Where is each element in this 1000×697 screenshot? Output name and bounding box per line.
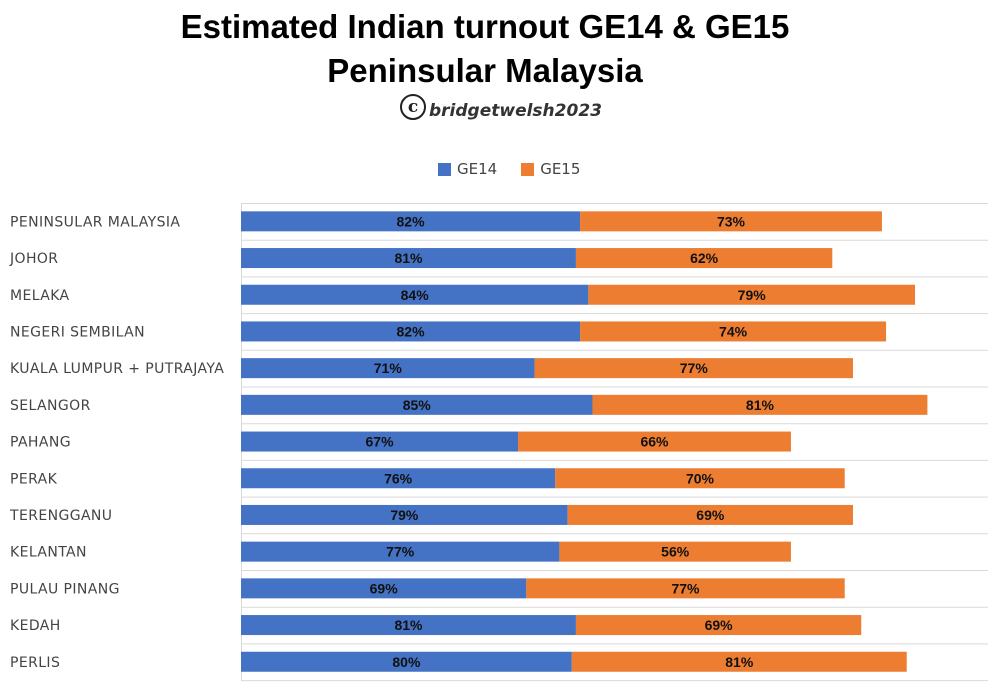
bar-ge14 — [241, 615, 576, 636]
data-label-ge15: 69% — [705, 617, 734, 633]
legend: GE14 GE15 — [438, 160, 604, 178]
bar-ge14 — [241, 284, 589, 305]
category-label: NEGERI SEMBILAN — [10, 324, 145, 340]
data-label-ge14: 71% — [374, 360, 403, 376]
data-label-ge15: 62% — [690, 250, 719, 266]
data-label-ge15: 69% — [696, 507, 725, 523]
bar-ge15 — [518, 431, 791, 452]
bar-ge15 — [571, 651, 907, 672]
bar-ge14 — [241, 321, 581, 342]
data-label-ge14: 82% — [397, 323, 426, 339]
bar-ge15 — [575, 615, 862, 636]
bar-ge14 — [241, 358, 535, 379]
category-label: PAHANG — [10, 435, 71, 451]
bar-ge15 — [555, 468, 845, 489]
legend-label-ge15: GE15 — [540, 160, 581, 178]
bar-ge15 — [575, 248, 833, 269]
legend-item-ge14: GE14 — [438, 160, 497, 178]
category-label: SELANGOR — [10, 398, 91, 414]
legend-swatch-ge14 — [438, 162, 451, 176]
data-label-ge14: 81% — [394, 617, 423, 633]
category-label: PERLIS — [10, 655, 60, 671]
copyright-icon: c — [400, 94, 426, 120]
category-label: MELAKA — [10, 288, 70, 304]
bar-ge15 — [592, 394, 928, 415]
bar-ge14 — [241, 578, 527, 599]
chart-subtitle: Peninsular Malaysia — [327, 52, 643, 89]
data-label-ge14: 67% — [366, 434, 395, 450]
category-label: JOHOR — [9, 251, 58, 267]
data-label-ge15: 66% — [640, 434, 669, 450]
bar-ge15 — [580, 211, 882, 232]
data-label-ge15: 56% — [661, 544, 690, 560]
data-label-ge15: 77% — [671, 580, 700, 596]
bar-ge15 — [559, 541, 791, 562]
bar-ge14 — [241, 248, 576, 269]
bar-ge14 — [241, 211, 581, 232]
bar-ge14 — [241, 651, 572, 672]
bar-ge15 — [534, 358, 853, 379]
bar-ge14 — [241, 394, 593, 415]
category-label: PULAU PINANG — [10, 581, 120, 597]
data-label-ge14: 84% — [401, 287, 430, 303]
data-label-ge14: 82% — [397, 213, 426, 229]
chart-title: Estimated Indian turnout GE14 & GE15 — [180, 8, 790, 45]
data-label-ge14: 77% — [386, 544, 415, 560]
category-label: KUALA LUMPUR + PUTRAJAYA — [10, 361, 224, 377]
category-label: TERENGGANU — [9, 508, 112, 524]
copyright-mark: c bridgetwelsh2023 — [400, 94, 602, 120]
category-label: KEDAH — [10, 618, 61, 634]
data-label-ge15: 81% — [725, 654, 754, 670]
category-label: PENINSULAR MALAYSIA — [10, 214, 180, 230]
data-label-ge14: 69% — [370, 580, 399, 596]
data-label-ge15: 70% — [686, 470, 715, 486]
data-label-ge15: 74% — [719, 323, 748, 339]
data-label-ge15: 79% — [738, 287, 767, 303]
bar-ge15 — [526, 578, 845, 599]
category-label: KELANTAN — [10, 545, 87, 561]
bar-ge14 — [241, 541, 560, 562]
bar-ge14 — [241, 504, 568, 525]
data-label-ge14: 76% — [384, 470, 413, 486]
data-label-ge14: 85% — [403, 397, 432, 413]
data-label-ge14: 80% — [392, 654, 421, 670]
bar-ge14 — [241, 468, 556, 489]
data-label-ge15: 73% — [717, 213, 746, 229]
category-label: PERAK — [10, 471, 58, 487]
copyright-text: bridgetwelsh2023 — [429, 101, 602, 121]
legend-label-ge14: GE14 — [457, 160, 498, 178]
bar-ge14 — [241, 431, 519, 452]
data-label-ge15: 81% — [746, 397, 775, 413]
legend-item-ge15: GE15 — [521, 160, 580, 178]
data-label-ge14: 79% — [390, 507, 419, 523]
data-label-ge14: 81% — [394, 250, 423, 266]
bar-ge15 — [588, 284, 916, 305]
legend-swatch-ge15 — [521, 162, 535, 176]
bar-ge15 — [567, 504, 853, 525]
data-label-ge15: 77% — [680, 360, 709, 376]
bar-ge15 — [580, 321, 887, 342]
